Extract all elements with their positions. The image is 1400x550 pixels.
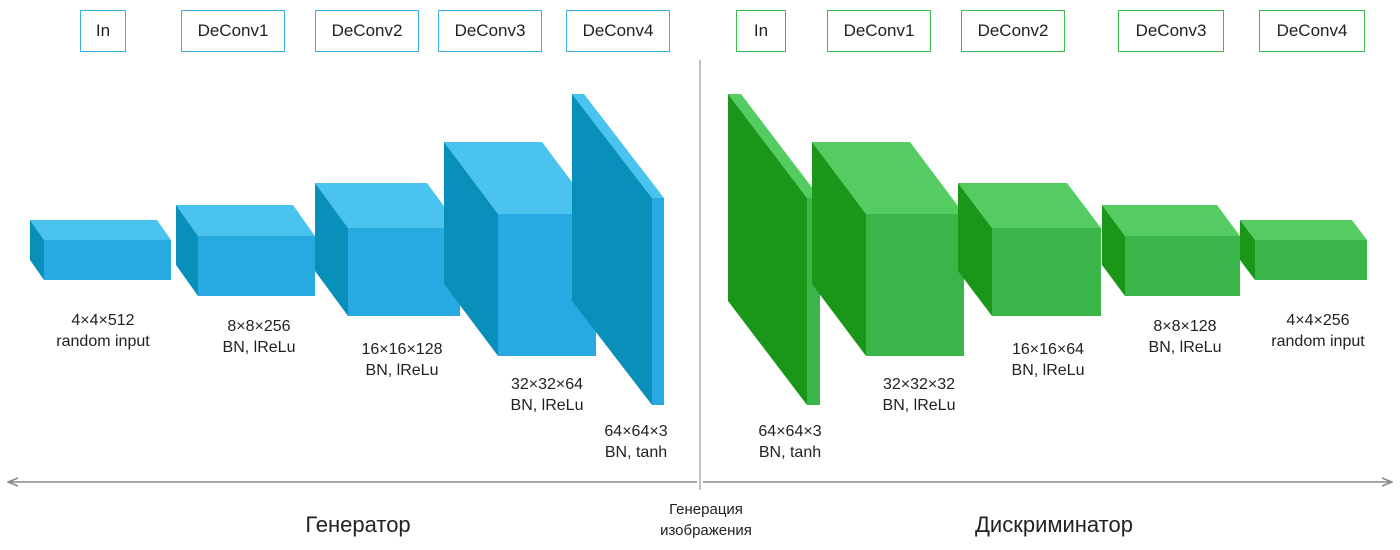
dis-block-deconv1-side (812, 142, 866, 356)
dis-caption-deconv1: 32×32×32 BN, lReLu (882, 376, 956, 414)
gen-label-deconv3: DeConv3 (438, 10, 542, 52)
dis-block-in-top (728, 94, 820, 198)
gen-caption-deconv1: 8×8×256 BN, lReLu (222, 318, 296, 356)
gen-caption-deconv4: 64×64×3 BN, tanh (604, 423, 668, 461)
gen-block-deconv3-top (444, 142, 596, 214)
gen-label-in: In (80, 10, 126, 52)
gen-caption-in: 4×4×512 random input (56, 312, 150, 350)
gen-block-in-side (30, 220, 44, 280)
dis-caption-deconv4: 4×4×256 random input (1271, 312, 1365, 350)
gen-block-deconv1-side (176, 205, 198, 296)
gen-block-deconv2-top (315, 183, 460, 228)
dis-label-in: In (736, 10, 786, 52)
gen-block-deconv3-front (498, 214, 596, 356)
gen-block-deconv3-side (444, 142, 498, 356)
gen-caption-deconv3: 32×32×64 BN, lReLu (510, 376, 584, 414)
gen-block-deconv2-side (315, 183, 348, 316)
center-label: Генерация изображения (660, 501, 752, 539)
gen-label-deconv2: DeConv2 (315, 10, 419, 52)
gen-block-deconv1-top (176, 205, 315, 236)
generator-title: Генератор (305, 512, 411, 537)
dis-block-deconv3-side (1102, 205, 1125, 296)
discriminator-title: Дискриминатор (975, 512, 1133, 537)
gen-block-deconv4-top (572, 94, 664, 198)
dis-label-deconv4: DeConv4 (1259, 10, 1365, 52)
dis-label-deconv2: DeConv2 (961, 10, 1065, 52)
gen-block-in-front (44, 240, 171, 280)
dis-label-deconv3: DeConv3 (1118, 10, 1224, 52)
dis-block-deconv1-front (866, 214, 964, 356)
gen-block-deconv1-front (198, 236, 315, 296)
gen-label-deconv4: DeConv4 (566, 10, 670, 52)
dis-block-deconv2-side (958, 183, 992, 316)
dis-block-in-side (728, 94, 807, 405)
dis-block-deconv3-front (1125, 236, 1240, 296)
dis-block-deconv2-top (958, 183, 1101, 228)
dis-caption-deconv2: 16×16×64 BN, lReLu (1011, 341, 1085, 379)
dis-block-deconv2-front (992, 228, 1101, 316)
gen-block-deconv4-side (572, 94, 652, 405)
gen-block-in-top (30, 220, 171, 240)
dis-caption-deconv3: 8×8×128 BN, lReLu (1148, 318, 1222, 356)
dis-block-deconv4-front (1255, 240, 1367, 280)
dis-block-deconv4-top (1240, 220, 1367, 240)
gen-block-deconv4-front (652, 198, 664, 405)
dis-block-deconv3-top (1102, 205, 1240, 236)
dis-block-deconv4-side (1240, 220, 1255, 280)
gen-label-deconv1: DeConv1 (181, 10, 285, 52)
dis-caption-in: 64×64×3 BN, tanh (758, 423, 822, 461)
dis-block-deconv1-top (812, 142, 964, 214)
dis-label-deconv1: DeConv1 (827, 10, 931, 52)
gen-block-deconv2-front (348, 228, 460, 316)
gen-caption-deconv2: 16×16×128 BN, lReLu (361, 341, 443, 379)
